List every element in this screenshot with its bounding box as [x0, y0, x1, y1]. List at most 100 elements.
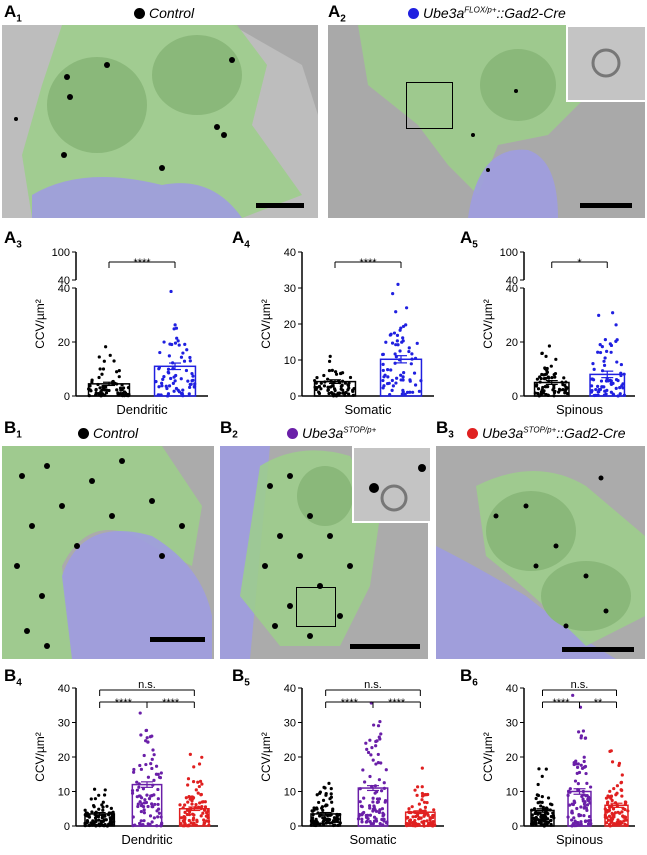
data-point	[328, 385, 333, 389]
data-point	[372, 819, 377, 823]
x-axis-label: Spinous	[556, 402, 603, 417]
data-point	[148, 814, 153, 818]
data-point	[368, 806, 372, 810]
data-point	[183, 810, 187, 814]
significance-label: ****	[359, 257, 377, 269]
data-point	[365, 747, 369, 751]
data-point	[358, 787, 362, 791]
chart-a4: 0 10 20 30 40 CCV/µm² Somatic ****	[256, 240, 446, 420]
data-point	[619, 371, 623, 375]
data-point	[159, 393, 163, 397]
data-point	[121, 386, 126, 390]
data-point	[144, 762, 148, 767]
data-point	[130, 789, 135, 793]
data-point	[423, 805, 428, 809]
data-point	[146, 775, 151, 779]
data-point	[360, 813, 364, 817]
data-point	[543, 815, 547, 819]
data-point	[588, 801, 592, 805]
data-point	[603, 815, 607, 819]
data-point	[333, 370, 338, 374]
data-point	[404, 323, 408, 327]
data-point	[159, 815, 163, 819]
y-tick-label: 0	[290, 391, 296, 403]
data-point	[609, 390, 613, 394]
data-point	[549, 822, 553, 827]
data-point	[395, 339, 399, 343]
data-point	[346, 384, 351, 388]
y-tick-label: 20	[284, 752, 296, 764]
data-point	[598, 343, 602, 347]
y-tick-label: 30	[284, 718, 296, 730]
data-point	[156, 797, 160, 801]
data-point	[388, 392, 392, 397]
data-point	[391, 384, 395, 388]
data-point	[529, 822, 534, 826]
chart-b4: 0 10 20 30 40 CCV/µm² Dendritic n.s. **** ****	[30, 676, 230, 850]
y-tick-label: 0	[64, 391, 70, 403]
data-point	[135, 788, 140, 792]
data-point	[399, 373, 403, 377]
data-point	[537, 767, 541, 771]
significance-label: ****	[341, 697, 359, 709]
data-point	[130, 791, 135, 795]
data-point	[91, 803, 96, 808]
data-point	[85, 811, 89, 815]
data-point	[102, 359, 106, 363]
data-point	[546, 393, 550, 397]
data-point	[356, 817, 361, 821]
data-point	[109, 806, 113, 810]
data-point	[117, 369, 121, 373]
data-point	[196, 791, 200, 795]
data-point	[317, 391, 322, 396]
chart-a3: 40 100 0 20 40 CCV/µm² Dendritic ****	[30, 240, 220, 420]
data-point	[602, 385, 606, 389]
data-point	[536, 782, 540, 787]
data-point	[135, 780, 139, 784]
data-point	[565, 391, 569, 396]
data-point	[83, 823, 87, 827]
data-point	[591, 362, 595, 366]
data-point	[348, 375, 353, 380]
data-point	[139, 809, 143, 814]
data-point	[181, 806, 185, 810]
data-point	[377, 810, 381, 815]
data-point	[152, 753, 156, 757]
data-point	[97, 818, 101, 822]
data-point	[152, 816, 156, 820]
data-point	[318, 791, 322, 795]
data-point	[372, 723, 376, 727]
data-point	[85, 821, 89, 825]
data-point	[104, 345, 108, 349]
data-point	[548, 808, 552, 812]
data-point	[431, 814, 435, 818]
data-point	[538, 820, 542, 824]
data-point	[551, 811, 555, 815]
data-point	[362, 810, 366, 815]
y-tick-label: 40	[284, 247, 296, 259]
data-point	[110, 817, 114, 821]
data-point	[415, 341, 419, 345]
data-point	[183, 803, 187, 807]
data-point	[610, 819, 614, 824]
data-point	[576, 782, 580, 786]
scale-bar	[580, 203, 632, 208]
data-point	[552, 816, 556, 820]
data-point	[154, 764, 159, 768]
data-point	[554, 357, 558, 361]
data-point	[608, 789, 612, 793]
micrograph-inset-a2	[566, 25, 647, 102]
data-point	[383, 373, 387, 377]
data-point	[175, 336, 179, 340]
data-point	[399, 326, 403, 330]
data-point	[409, 362, 413, 366]
data-point	[602, 393, 607, 397]
data-point	[566, 815, 570, 819]
data-point	[187, 812, 192, 817]
y-tick-label: 20	[284, 319, 296, 331]
data-point	[573, 800, 577, 805]
data-point	[142, 819, 146, 823]
data-point	[326, 385, 330, 389]
data-point	[599, 379, 604, 383]
data-point	[343, 381, 348, 385]
